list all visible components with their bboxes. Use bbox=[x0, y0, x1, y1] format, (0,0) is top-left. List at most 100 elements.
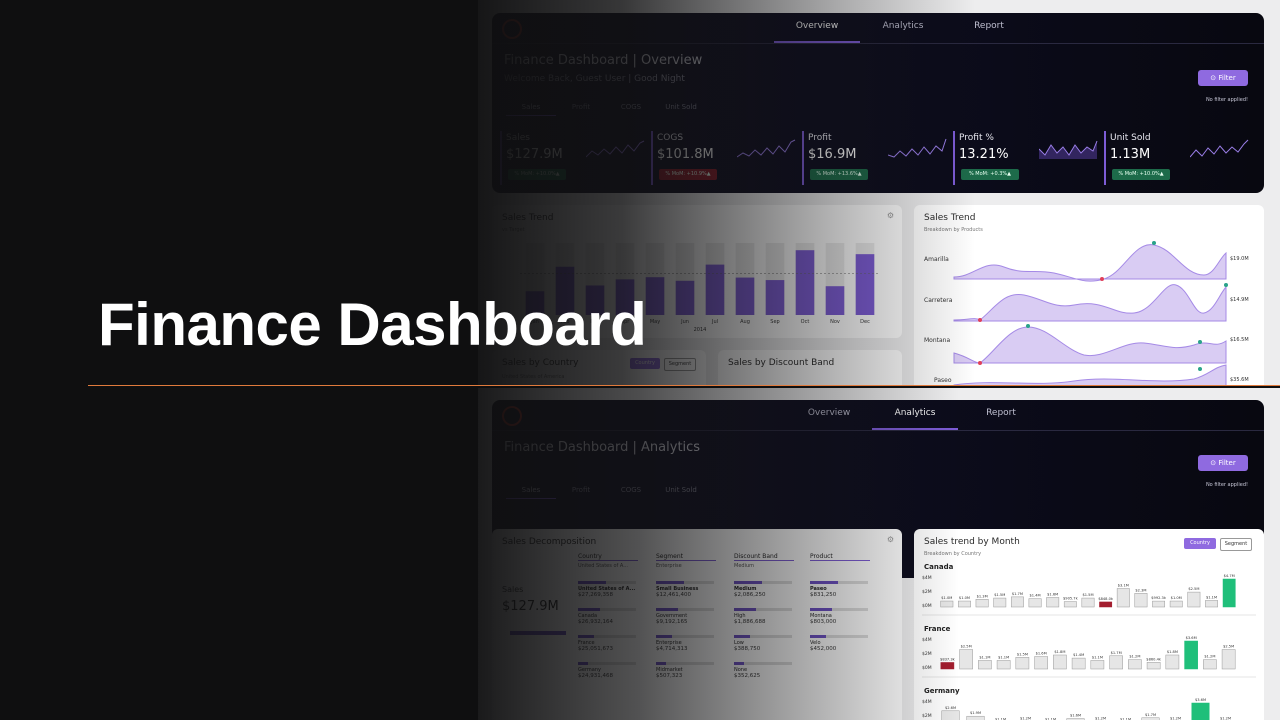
nav-tab-overview[interactable]: Overview bbox=[807, 408, 851, 418]
kpi-value: $101.8M bbox=[657, 147, 714, 162]
decomposition-bar-fill bbox=[656, 581, 684, 584]
segment-toggle-button[interactable]: Segment bbox=[1220, 538, 1252, 551]
country-toggle-button[interactable]: Country bbox=[1184, 538, 1216, 549]
sales-by-month-small-multiples: Canada $4M $2M $0M $1.0M $1.0M $1.3M $1.5M $1.7M… bbox=[922, 563, 1256, 720]
bar-data-label: $1.1M bbox=[998, 655, 1009, 659]
decomposition-bar-track bbox=[578, 608, 636, 611]
decomposition-node-value: $25,051,673 bbox=[578, 646, 613, 652]
decomposition-node-value: $803,000 bbox=[810, 619, 837, 625]
decomposition-node-value: $2,086,250 bbox=[734, 592, 766, 598]
decomposition-column-header[interactable]: Discount Band bbox=[734, 553, 794, 561]
decomposition-column-header[interactable]: Product bbox=[810, 553, 870, 561]
kpi-badge: % MoM: +13.6%▲ bbox=[810, 169, 868, 180]
product-label: Amarilla bbox=[924, 256, 949, 263]
sales-trend-products-card: Sales Trend Breakdown by Products Amaril… bbox=[914, 205, 1264, 386]
bar-data-label: $1.3M bbox=[977, 594, 988, 598]
overview-header: Overview Analytics Report Finance Dashbo… bbox=[492, 13, 1264, 193]
country-label: Canada bbox=[924, 563, 954, 571]
metric-tab-sales[interactable]: Sales bbox=[521, 486, 541, 494]
decomposition-bar-track bbox=[656, 581, 714, 584]
nav-active-indicator bbox=[872, 428, 958, 430]
decomposition-column-header[interactable]: Country bbox=[578, 553, 638, 561]
metric-tab-profit[interactable]: Profit bbox=[571, 103, 591, 111]
decomposition-column-filter: Medium bbox=[734, 563, 754, 569]
kpi-sparkline bbox=[888, 138, 947, 158]
decomposition-bar-track bbox=[578, 662, 636, 665]
product-value: $16.5M bbox=[1230, 337, 1249, 343]
x-tick-label: Oct bbox=[801, 319, 810, 325]
card-title: Sales trend by Month bbox=[924, 537, 1020, 547]
x-tick-label: May bbox=[650, 319, 660, 325]
month-bar bbox=[993, 597, 1007, 608]
bar-jul bbox=[705, 264, 725, 315]
decomposition-bar-track bbox=[734, 608, 792, 611]
month-bar bbox=[1203, 659, 1217, 670]
month-bar bbox=[1034, 656, 1048, 670]
nav-tab-analytics[interactable]: Analytics bbox=[882, 21, 924, 31]
month-bar bbox=[1128, 659, 1142, 670]
y-tick-label: $4M bbox=[922, 699, 932, 705]
nav-tab-report[interactable]: Report bbox=[986, 408, 1016, 418]
nav-bar: Overview Analytics Report bbox=[492, 400, 1264, 431]
settings-icon[interactable]: ⚙ bbox=[886, 211, 894, 220]
bar-oct bbox=[795, 250, 815, 315]
filter-button[interactable]: ⊙ Filter bbox=[1198, 455, 1248, 471]
month-bar bbox=[1205, 600, 1218, 608]
country-toggle-button[interactable]: Country bbox=[630, 358, 660, 369]
decomposition-column-filter: Enterprise bbox=[656, 563, 682, 569]
month-bar bbox=[1152, 600, 1166, 608]
x-tick-label: Jul bbox=[711, 319, 718, 325]
month-bar bbox=[1134, 593, 1148, 608]
month-bar bbox=[1063, 601, 1077, 608]
nav-tab-analytics[interactable]: Analytics bbox=[894, 408, 936, 418]
filter-button[interactable]: ⊙ Filter bbox=[1198, 70, 1248, 86]
bar-data-label: $905.7k bbox=[1063, 597, 1079, 601]
settings-icon[interactable]: ⚙ bbox=[886, 535, 894, 544]
metric-tab-profit[interactable]: Profit bbox=[571, 486, 591, 494]
month-bar bbox=[1109, 655, 1123, 670]
decomposition-bar-fill bbox=[810, 608, 833, 611]
decomposition-bar-track bbox=[734, 635, 792, 638]
decomposition-bar-track bbox=[578, 581, 636, 584]
decomposition-column-header[interactable]: Segment bbox=[656, 553, 716, 561]
metric-tab-cogs[interactable]: COGS bbox=[620, 103, 642, 111]
bar-may bbox=[645, 277, 665, 315]
month-bar bbox=[1053, 654, 1067, 670]
kpi-value: $127.9M bbox=[506, 147, 563, 162]
nav-tab-report[interactable]: Report bbox=[974, 21, 1004, 31]
card-title: Sales Trend bbox=[924, 213, 976, 223]
card-title: Sales by Discount Band bbox=[728, 358, 835, 368]
month-bar bbox=[958, 600, 971, 608]
metric-tab-unit-sold[interactable]: Unit Sold bbox=[665, 486, 697, 494]
segment-toggle-button[interactable]: Segment bbox=[664, 358, 696, 371]
month-bar bbox=[1146, 662, 1161, 670]
sales-decomposition-card: Sales Decomposition ⚙ Sales $127.9M Coun… bbox=[492, 529, 902, 720]
kpi-value: 1.13M bbox=[1110, 147, 1151, 162]
metric-tab-sales[interactable]: Sales bbox=[521, 103, 541, 111]
decomposition-node-value: $27,269,358 bbox=[578, 592, 613, 598]
decomposition-bar-fill bbox=[734, 608, 757, 611]
product-label: Carretera bbox=[924, 297, 953, 304]
decomposition-bar-fill bbox=[656, 608, 679, 611]
metric-tab-cogs[interactable]: COGS bbox=[620, 486, 642, 494]
bar-data-label: $860.4k bbox=[1146, 657, 1162, 661]
bar-data-label: $1.0M bbox=[941, 596, 952, 600]
bar-sep bbox=[765, 280, 785, 315]
country-label: Germany bbox=[924, 687, 960, 695]
y-tick-label: $4M bbox=[922, 575, 932, 581]
decomposition-bar-fill bbox=[810, 581, 838, 584]
decomposition-node-value: $1,886,688 bbox=[734, 619, 766, 625]
bar-data-label: $1.1M bbox=[1092, 655, 1103, 659]
nav-tab-overview[interactable]: Overview bbox=[795, 21, 839, 31]
decomposition-node-value: $507,323 bbox=[656, 673, 683, 679]
y-tick-label: $4M bbox=[922, 637, 932, 643]
bar-data-label: $1.8M bbox=[1054, 650, 1065, 654]
bar-data-label: $1.8M bbox=[1167, 650, 1178, 654]
month-bar bbox=[1221, 649, 1236, 670]
kpi-value: $16.9M bbox=[808, 147, 857, 162]
kpi-sales: Sales $127.9M % MoM: +10.0%▲ bbox=[500, 131, 650, 185]
kpi-unit-sold: Unit Sold 1.13M % MoM: +10.0%▲ bbox=[1104, 131, 1254, 185]
metric-tab-unit-sold[interactable]: Unit Sold bbox=[665, 103, 697, 111]
welcome-text: Welcome Back, Guest User | Good Night bbox=[504, 74, 685, 84]
